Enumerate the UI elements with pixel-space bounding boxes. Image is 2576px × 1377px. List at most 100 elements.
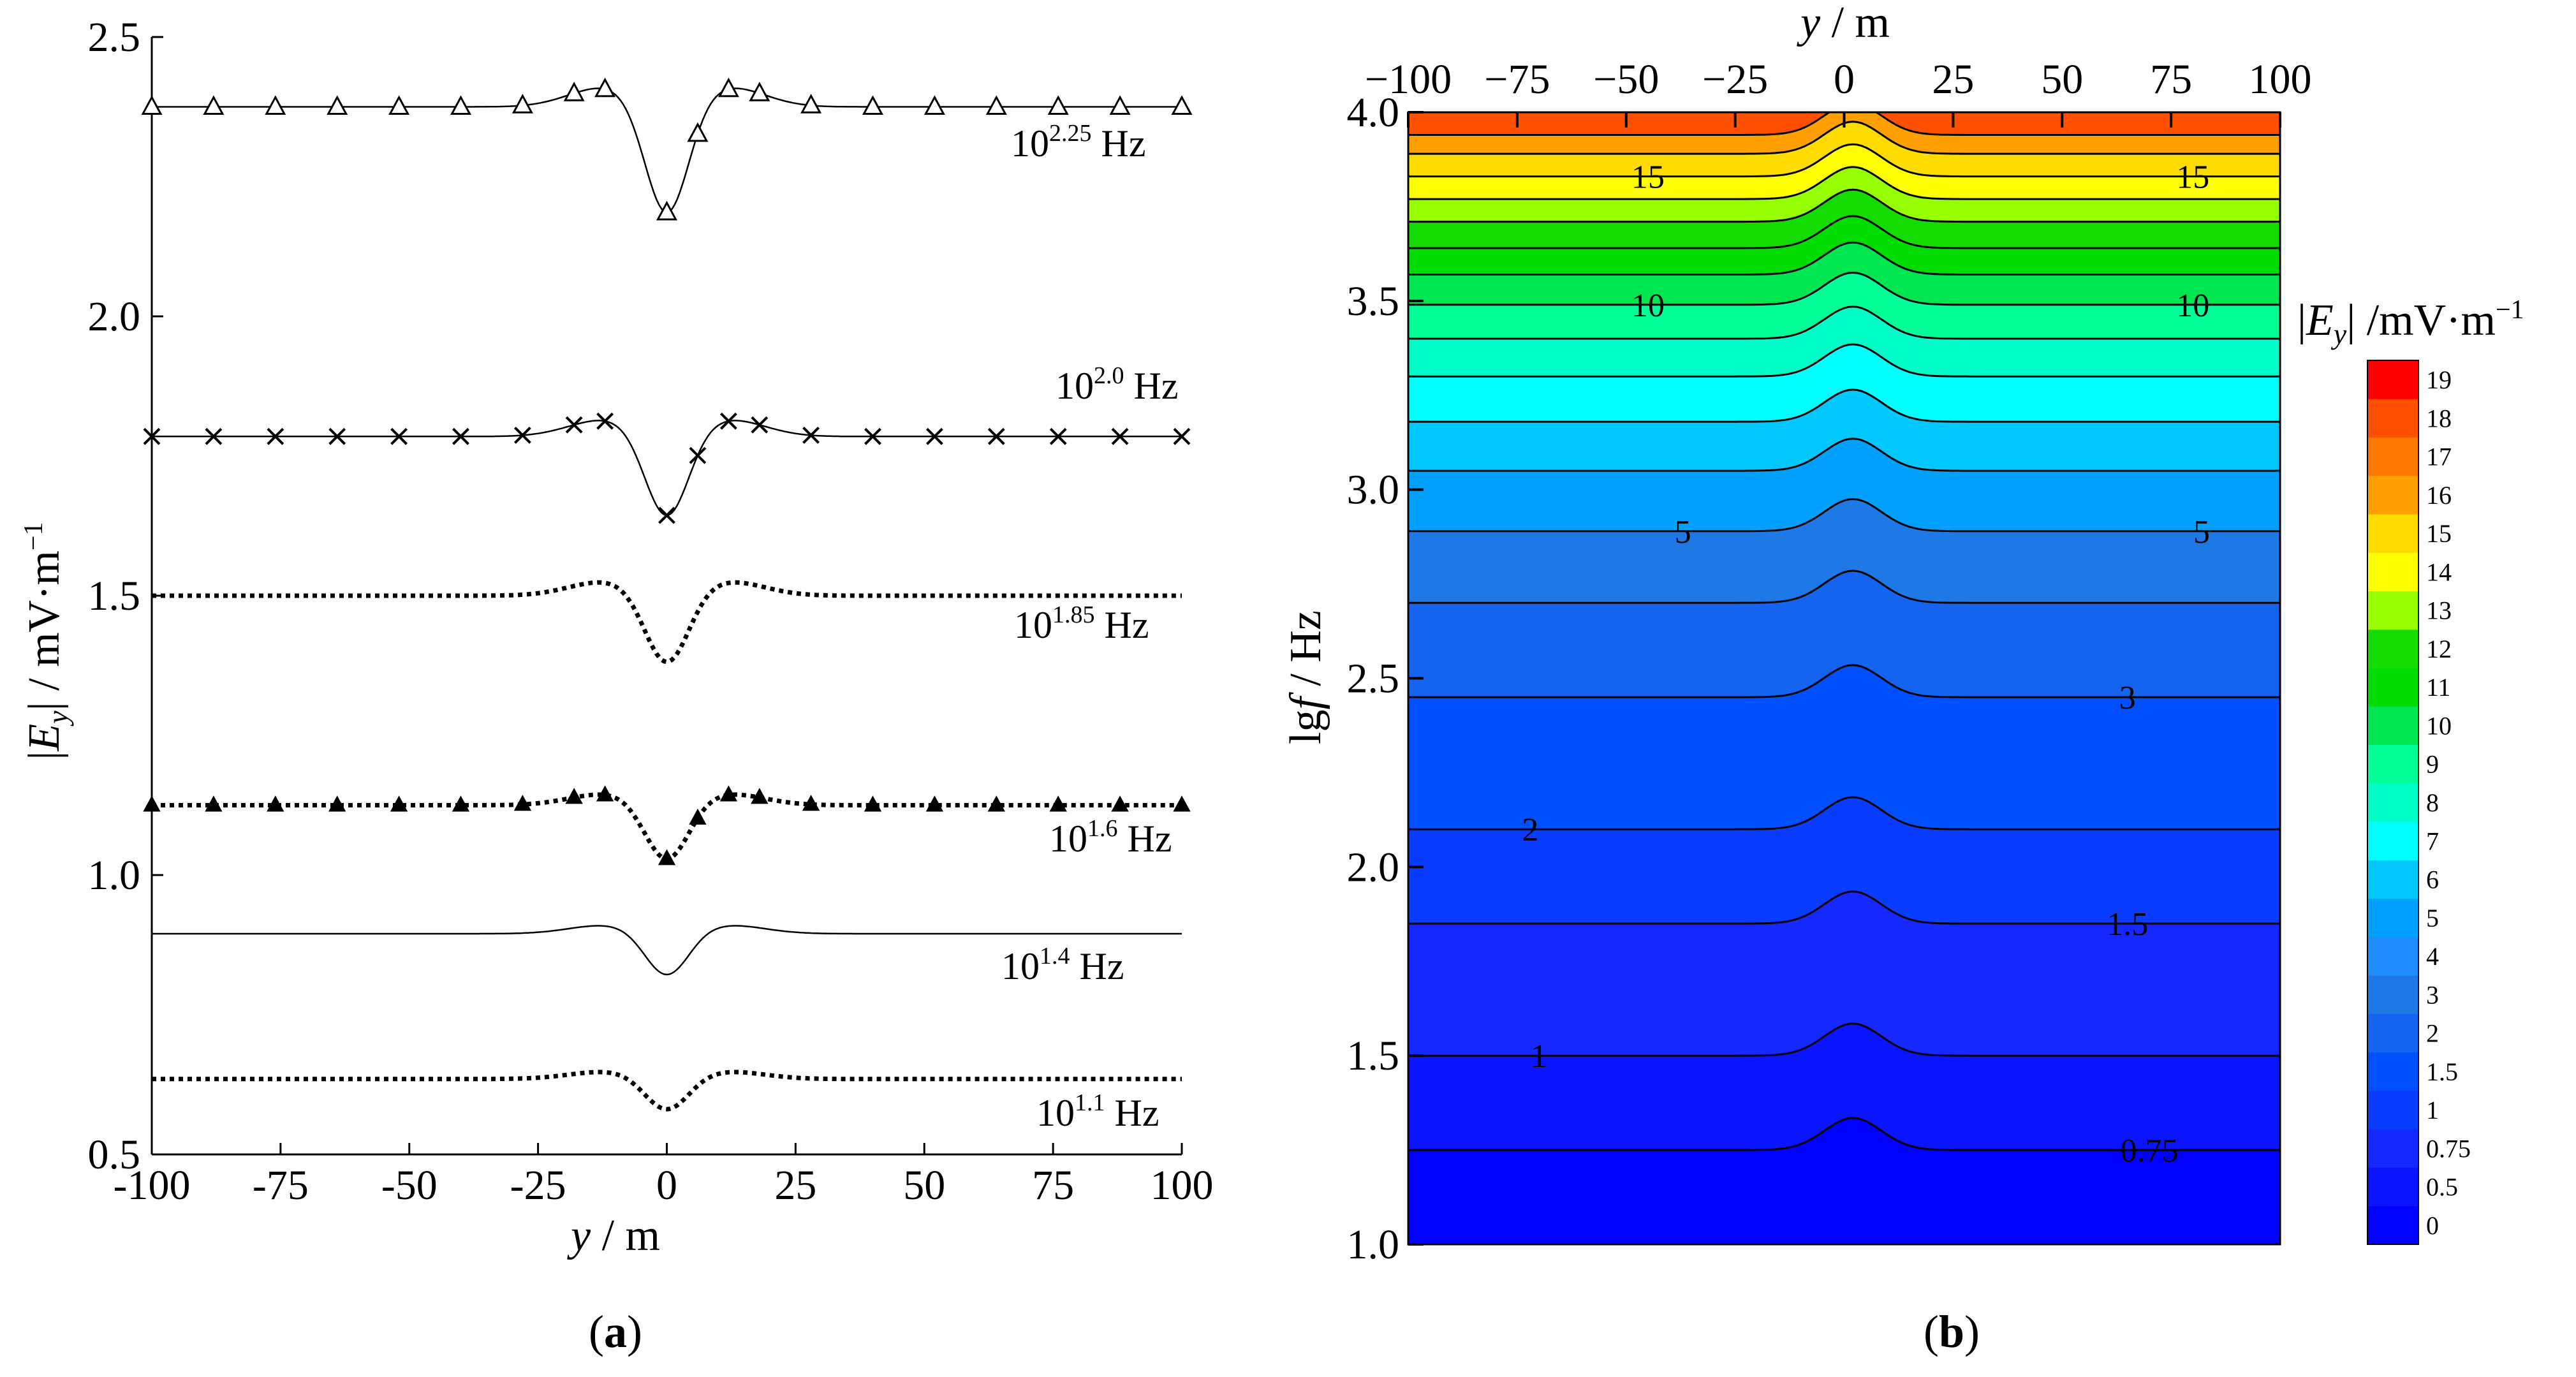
marker-filled-triangle [925, 795, 944, 812]
marker-filled-triangle [565, 788, 583, 804]
marker-filled-triangle [1173, 795, 1191, 812]
marker-cross [390, 427, 408, 445]
colorbar-label: 2 [2426, 1019, 2439, 1048]
marker-open-triangle [1047, 95, 1069, 115]
series-line-3 [152, 792, 1182, 861]
contour-label: 10 [2176, 288, 2209, 324]
colorbar-swatch [2367, 1052, 2418, 1091]
panel-a-x-tick-label: 75 [1032, 1162, 1074, 1209]
contour-label: 0.75 [2120, 1133, 2178, 1169]
panel-a-x-tick-label: 0 [656, 1162, 677, 1209]
marker-cross [205, 427, 223, 445]
panel-b-x-tick-label: −25 [1702, 56, 1768, 103]
marker-cross [864, 427, 881, 445]
series-line-5 [152, 1070, 1182, 1112]
marker-cross [596, 412, 614, 430]
color-band [1408, 189, 2280, 248]
panel-b-y-tick-label: 1.0 [1347, 1221, 1400, 1268]
panel-b-contour-labels: 0.75 1 1.5 2 3 5 5 10 10 15 15 [1522, 159, 2210, 1170]
colorbar-label: 5 [2426, 904, 2439, 932]
contour-line [1408, 215, 2280, 249]
colorbar-label: 0.5 [2426, 1173, 2458, 1202]
contour-line [1408, 570, 2280, 604]
colorbar-label: 16 [2426, 481, 2452, 510]
contour-line [1408, 343, 2280, 378]
marker-filled-triangle [802, 795, 820, 811]
marker-open-triangle [749, 82, 770, 101]
colorbar-swatch [2367, 591, 2418, 630]
marker-cross [1173, 427, 1191, 445]
panel-a-x-tick-label: -50 [381, 1162, 438, 1209]
marker-open-triangle [687, 122, 709, 142]
panel-b-x-tick-label: 100 [2249, 56, 2312, 103]
colorbar-swatch [2367, 1167, 2418, 1207]
contour-label: 1.5 [2107, 906, 2148, 943]
marker-filled-triangle [1111, 795, 1129, 812]
series-label-1.85: 101.85 Hz [1014, 601, 1149, 646]
panel-a-y-axis-title: |Ey| / mV·m−1 [19, 522, 74, 760]
contour-line [1408, 271, 2280, 306]
contour-line [1408, 388, 2280, 423]
panel-b-x-tick-label: 75 [2150, 56, 2192, 103]
marker-filled-triangle [390, 795, 408, 812]
colorbar-swatch [2367, 668, 2418, 707]
panel-b-y-axis-title: lgf / Hz [1281, 610, 1330, 744]
color-band [1408, 499, 2280, 603]
marker-cross [719, 412, 737, 430]
panel-b-y-tick-label: 1.5 [1347, 1033, 1400, 1079]
contour-line [1408, 241, 2280, 276]
panel-b-x-tick-label: 25 [1932, 56, 1974, 103]
color-band [1408, 891, 2280, 1056]
panel-b-axes [1407, 111, 2281, 1246]
marker-cross [1049, 427, 1067, 445]
marker-filled-triangle [987, 795, 1005, 812]
colorbar-swatch [2367, 1205, 2418, 1245]
panel-b-x-tick-label: 0 [1834, 56, 1855, 103]
panel-a-x-tick-label: 25 [774, 1162, 816, 1209]
panel-b-y-tick-label: 4.0 [1347, 89, 1400, 136]
colorbar: 0 0.5 0.75 1 1.5 2 3 4 5 6 7 8 9 10 11 12 13 14 15 16 17 18 19 [2367, 360, 2471, 1245]
marker-open-triangle [862, 95, 884, 115]
series-label-1.4: 101.4 Hz [1001, 943, 1124, 987]
panel-a-y-tick-label: 1.5 [88, 573, 141, 619]
color-band [1408, 216, 2280, 275]
contour-label: 5 [1675, 514, 1691, 550]
marker-open-triangle [656, 200, 678, 221]
color-band [1408, 272, 2280, 339]
colorbar-label: 13 [2426, 596, 2452, 625]
panel-a-label: (a) [589, 1306, 642, 1357]
marker-cross [802, 426, 820, 444]
marker-cross [452, 427, 469, 445]
colorbar-label: 3 [2426, 980, 2439, 1009]
colorbar-swatch [2367, 744, 2418, 784]
contour-label: 1 [1531, 1038, 1547, 1075]
panel-b-y-tick-label: 3.5 [1347, 278, 1400, 325]
colorbar-swatch [2367, 783, 2418, 822]
contour-label: 3 [2119, 680, 2136, 716]
marker-open-triangle [985, 95, 1007, 115]
marker-open-triangle [718, 77, 739, 98]
marker-cross [513, 426, 531, 444]
marker-cross [751, 416, 769, 434]
panel-b-x-tick-label: −50 [1593, 56, 1659, 103]
marker-cross [565, 416, 583, 434]
series-label-1.6: 101.6 Hz [1049, 815, 1172, 860]
colorbar-label: 18 [2426, 404, 2452, 432]
color-band [1408, 306, 2280, 377]
colorbar-swatch [2367, 399, 2418, 438]
panel-a-y-tick-label: 2.0 [88, 293, 141, 340]
marker-filled-triangle [143, 795, 161, 812]
contour-line [1408, 796, 2280, 830]
colorbar-swatch [2367, 898, 2418, 938]
panel-a-markers-group [141, 77, 1193, 865]
series-line-4 [152, 925, 1182, 976]
marker-filled-triangle [205, 795, 223, 812]
marker-open-triangle [1109, 95, 1131, 115]
panel-b-label: (b) [1924, 1306, 1980, 1357]
panel-a-y-tick-label: 0.5 [88, 1131, 141, 1178]
series-label-1.1: 101.1 Hz [1036, 1089, 1159, 1134]
colorbar-swatch [2367, 514, 2418, 553]
colorbar-label: 19 [2426, 365, 2452, 394]
marker-filled-triangle [751, 788, 769, 804]
